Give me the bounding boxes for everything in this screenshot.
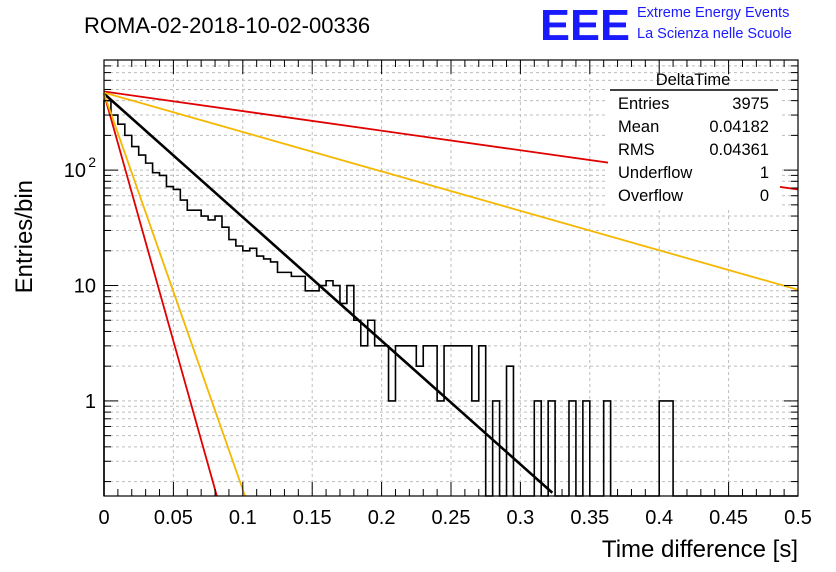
stats-value-mean: 0.04182: [709, 118, 769, 136]
y-tick-label-exponent: 2: [88, 154, 96, 170]
stats-label-entries: Entries: [618, 95, 669, 113]
stats-value-entries: 3975: [732, 95, 769, 113]
stats-value-underflow: 1: [760, 164, 769, 182]
x-tick-label: 0.5: [784, 507, 812, 529]
logo-text: EEE: [540, 1, 630, 50]
x-tick-label: 0.45: [709, 507, 748, 529]
logo-line2: La Scienza nelle Scuole: [637, 26, 792, 42]
x-tick-label: 0: [98, 507, 109, 529]
x-tick-label: 0.35: [570, 507, 609, 529]
chart-title: ROMA-02-2018-10-02-00336: [84, 13, 370, 38]
stats-box-bg: [608, 86, 780, 208]
stats-value-overflow: 0: [760, 187, 769, 205]
eee-logo: EEE Extreme Energy Events La Scienza nel…: [540, 1, 792, 50]
fit-line-lower-orange: [103, 93, 246, 497]
x-tick-label: 0.3: [506, 507, 534, 529]
y-axis-label: Entries/bin: [11, 180, 38, 293]
logo-line1: Extreme Energy Events: [637, 5, 789, 21]
stats-label-rms: RMS: [618, 141, 655, 159]
stats-box: DeltaTime Entries 3975 Mean 0.04182 RMS …: [608, 71, 780, 208]
y-tick-label: 10: [64, 160, 86, 182]
y-tick-label: 1: [85, 391, 96, 413]
fit-line-upper-orange: [103, 91, 799, 291]
x-tick-label: 0.05: [154, 507, 193, 529]
stats-label-overflow: Overflow: [618, 187, 683, 205]
stats-value-rms: 0.04361: [709, 141, 769, 159]
y-tick-label: 10: [74, 276, 96, 298]
fit-line-lower-red: [103, 93, 218, 497]
x-tick-label: 0.15: [293, 507, 332, 529]
fit-line-fit: [103, 92, 554, 494]
axis-ticks: 0 0.05 0.1 0.15 0.2 0.25 0.3 0.35 0.4 0.45 0.51101…: [64, 59, 812, 529]
x-tick-label: 0.4: [645, 507, 673, 529]
x-tick-label: 0.2: [368, 507, 396, 529]
stats-label-mean: Mean: [618, 118, 659, 136]
x-tick-label: 0.25: [432, 507, 471, 529]
stats-name: DeltaTime: [656, 71, 731, 89]
x-tick-label: 0.1: [229, 507, 257, 529]
stats-label-underflow: Underflow: [618, 164, 692, 182]
x-axis-label: Time difference [s]: [602, 536, 798, 563]
